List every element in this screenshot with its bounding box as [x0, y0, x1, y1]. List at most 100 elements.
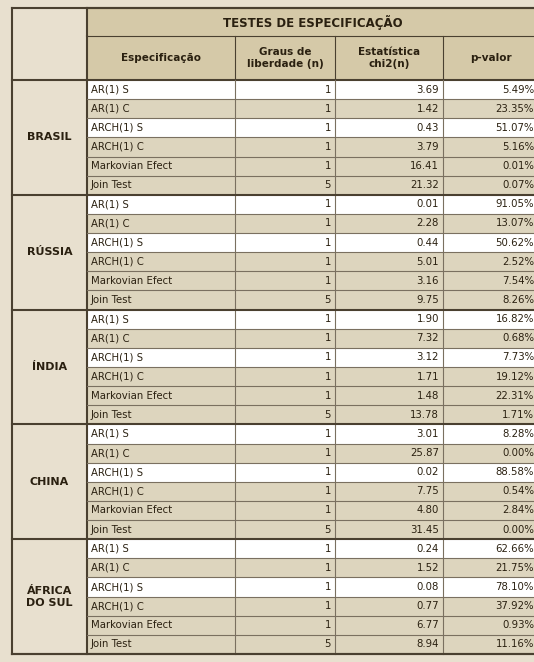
- Text: 16.82%: 16.82%: [496, 314, 534, 324]
- Bar: [443, 577, 534, 596]
- Text: BRASIL: BRASIL: [27, 132, 72, 142]
- Bar: [87, 405, 235, 424]
- Bar: [12, 291, 87, 310]
- Bar: [12, 233, 87, 252]
- Text: 5.01: 5.01: [417, 257, 439, 267]
- Bar: [443, 616, 534, 635]
- Bar: [335, 540, 443, 558]
- Bar: [87, 482, 235, 501]
- Text: 1: 1: [325, 85, 331, 95]
- Bar: [235, 138, 335, 156]
- Bar: [335, 329, 443, 348]
- Bar: [12, 540, 87, 654]
- Bar: [235, 195, 335, 214]
- Text: Markovian Efect: Markovian Efect: [91, 391, 172, 401]
- Bar: [12, 99, 87, 118]
- Bar: [87, 195, 235, 214]
- Text: 3.69: 3.69: [417, 85, 439, 95]
- Text: 1: 1: [325, 601, 331, 611]
- Bar: [443, 520, 534, 540]
- Bar: [235, 214, 335, 233]
- Text: 1: 1: [325, 371, 331, 381]
- Bar: [235, 482, 335, 501]
- Bar: [335, 233, 443, 252]
- Text: 1: 1: [325, 620, 331, 630]
- Bar: [12, 118, 87, 138]
- Bar: [87, 540, 235, 558]
- Text: 0.01: 0.01: [417, 199, 439, 209]
- Bar: [335, 424, 443, 444]
- Bar: [335, 367, 443, 386]
- Text: 31.45: 31.45: [410, 524, 439, 535]
- Text: ARCH(1) S: ARCH(1) S: [91, 352, 143, 362]
- Bar: [335, 175, 443, 195]
- Bar: [87, 80, 235, 99]
- Text: AR(1) S: AR(1) S: [91, 429, 129, 439]
- Bar: [12, 156, 87, 175]
- Text: ARCH(1) S: ARCH(1) S: [91, 123, 143, 133]
- Text: 25.87: 25.87: [410, 448, 439, 458]
- Bar: [335, 252, 443, 271]
- Text: 1: 1: [325, 429, 331, 439]
- Bar: [443, 310, 534, 329]
- Text: Especificação: Especificação: [121, 53, 201, 63]
- Text: 1: 1: [325, 142, 331, 152]
- Text: 16.41: 16.41: [410, 161, 439, 171]
- Text: 5: 5: [325, 295, 331, 305]
- Text: AR(1) S: AR(1) S: [91, 199, 129, 209]
- Bar: [235, 271, 335, 291]
- Text: 5.16%: 5.16%: [502, 142, 534, 152]
- Text: 1.42: 1.42: [417, 104, 439, 114]
- Text: 7.75: 7.75: [416, 487, 439, 496]
- Text: ARCH(1) C: ARCH(1) C: [91, 371, 144, 381]
- Bar: [12, 80, 87, 195]
- Text: 51.07%: 51.07%: [496, 123, 534, 133]
- Bar: [335, 596, 443, 616]
- Bar: [335, 80, 443, 99]
- Text: 62.66%: 62.66%: [496, 544, 534, 554]
- Text: 50.62%: 50.62%: [496, 238, 534, 248]
- Text: ARCH(1) S: ARCH(1) S: [91, 582, 143, 592]
- Bar: [335, 444, 443, 463]
- Bar: [87, 367, 235, 386]
- Bar: [87, 156, 235, 175]
- Text: 7.32: 7.32: [417, 333, 439, 344]
- Text: 1: 1: [325, 199, 331, 209]
- Text: 1.71%: 1.71%: [502, 410, 534, 420]
- Bar: [443, 80, 534, 99]
- Bar: [87, 424, 235, 444]
- Bar: [87, 558, 235, 577]
- Bar: [12, 596, 87, 616]
- Bar: [443, 175, 534, 195]
- Bar: [87, 520, 235, 540]
- Text: ARCH(1) C: ARCH(1) C: [91, 142, 144, 152]
- Bar: [235, 80, 335, 99]
- Bar: [235, 501, 335, 520]
- Bar: [12, 577, 87, 596]
- Text: ARCH(1) C: ARCH(1) C: [91, 257, 144, 267]
- Bar: [235, 291, 335, 310]
- Bar: [235, 520, 335, 540]
- Bar: [87, 329, 235, 348]
- Text: Markovian Efect: Markovian Efect: [91, 276, 172, 286]
- Bar: [87, 175, 235, 195]
- Bar: [12, 386, 87, 405]
- Bar: [443, 405, 534, 424]
- Text: 0.44: 0.44: [417, 238, 439, 248]
- Bar: [12, 616, 87, 635]
- Text: p-valor: p-valor: [470, 53, 512, 63]
- Text: Markovian Efect: Markovian Efect: [91, 506, 172, 516]
- Text: 37.92%: 37.92%: [496, 601, 534, 611]
- Bar: [235, 233, 335, 252]
- Text: 22.31%: 22.31%: [496, 391, 534, 401]
- Bar: [335, 310, 443, 329]
- Text: 0.77: 0.77: [417, 601, 439, 611]
- Bar: [235, 405, 335, 424]
- Bar: [12, 214, 87, 233]
- Bar: [87, 310, 235, 329]
- Bar: [87, 8, 534, 36]
- Text: 23.35%: 23.35%: [496, 104, 534, 114]
- Text: 11.16%: 11.16%: [496, 639, 534, 649]
- Bar: [12, 195, 87, 214]
- Bar: [87, 635, 235, 654]
